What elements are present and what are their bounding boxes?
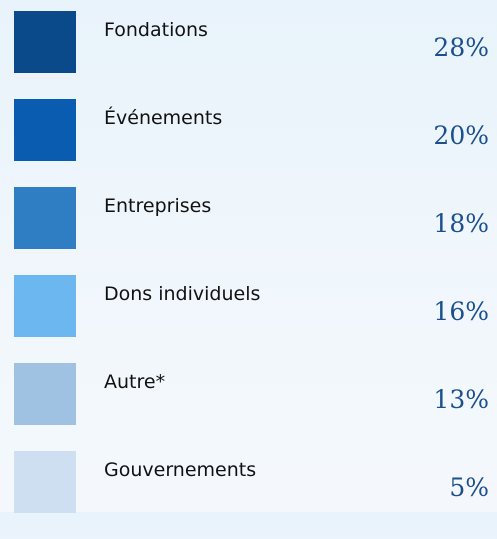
item-percentage: 20%	[433, 121, 489, 150]
color-swatch	[14, 451, 76, 513]
item-percentage: 18%	[433, 209, 489, 238]
legend-row: Autre* 13%	[0, 363, 497, 451]
legend-row: Gouvernements 5%	[0, 451, 497, 539]
legend-row: Événements 20%	[0, 99, 497, 187]
legend-row: Entreprises 18%	[0, 187, 497, 275]
color-swatch	[14, 187, 76, 249]
item-label: Fondations	[104, 19, 208, 41]
item-label: Gouvernements	[104, 459, 257, 481]
item-label: Entreprises	[104, 195, 212, 217]
item-percentage: 13%	[433, 385, 489, 414]
item-percentage: 28%	[433, 33, 489, 62]
page: Fondations 28% Événements 20% Entreprises 18%…	[0, 0, 497, 513]
color-swatch	[14, 11, 76, 73]
item-label: Événements	[104, 107, 223, 129]
item-label: Autre*	[104, 371, 166, 393]
color-swatch	[14, 275, 76, 337]
legend-row: Dons individuels 16%	[0, 275, 497, 363]
color-swatch	[14, 363, 76, 425]
item-percentage: 5%	[449, 473, 489, 502]
color-swatch	[14, 99, 76, 161]
item-percentage: 16%	[433, 297, 489, 326]
item-label: Dons individuels	[104, 283, 261, 305]
legend-row: Fondations 28%	[0, 11, 497, 99]
